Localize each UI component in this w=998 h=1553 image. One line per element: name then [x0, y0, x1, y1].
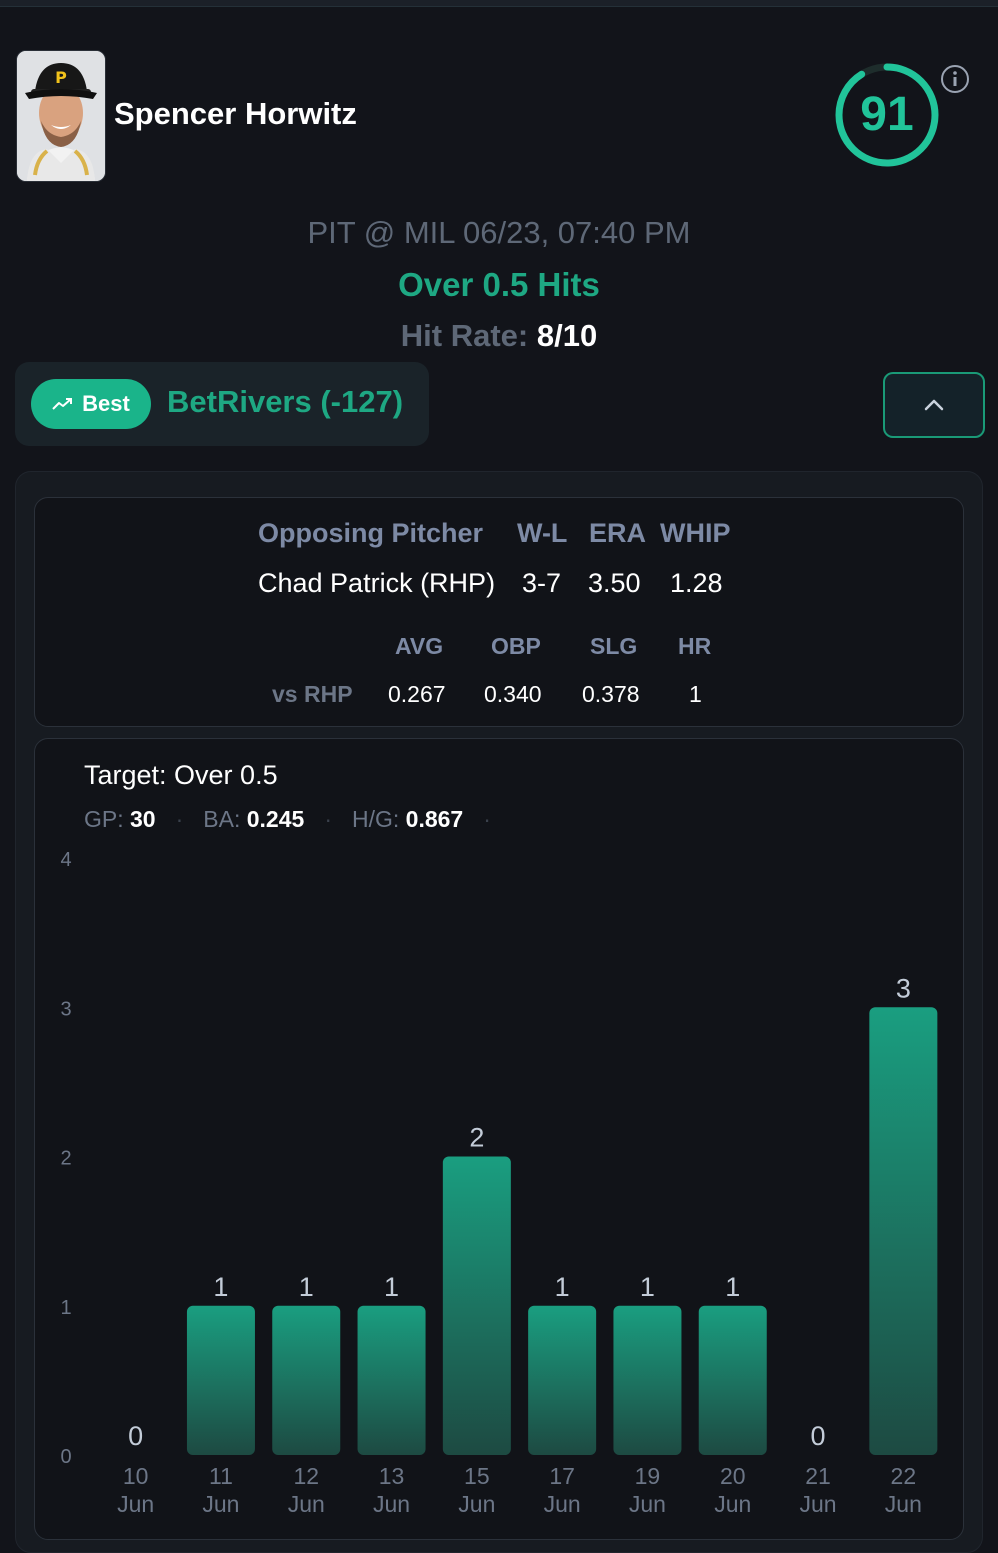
hit-history-card	[34, 738, 964, 1540]
hg-value: 0.867	[405, 806, 464, 832]
hit-rate-value: 8/10	[536, 318, 598, 353]
split-header-obp: OBP	[491, 633, 541, 659]
header-wl: W-L	[517, 518, 568, 548]
collapse-button[interactable]	[883, 372, 985, 438]
info-icon[interactable]	[940, 64, 970, 94]
score-ring	[835, 63, 939, 167]
best-odds-card[interactable]: Best BetRivers (-127)	[15, 362, 429, 446]
pitcher-wl: 3-7	[522, 568, 562, 598]
separator-dot: ·	[324, 806, 332, 832]
trending-up-icon	[52, 398, 73, 410]
split-slg: 0.378	[582, 681, 640, 707]
split-avg: 0.267	[388, 681, 446, 707]
chevron-up-icon	[924, 399, 944, 411]
prop-line: Over 0.5 Hits	[398, 266, 600, 303]
split-label: vs RHP	[272, 681, 353, 707]
pitcher-name: Chad Patrick (RHP)	[258, 568, 496, 598]
player-headshot-icon: P	[17, 51, 105, 181]
player-avatar: P	[16, 50, 106, 182]
split-hr: 1	[689, 681, 702, 707]
score-ring-progress	[835, 63, 939, 167]
split-header-slg: SLG	[590, 633, 638, 659]
ba-label: BA:	[203, 806, 241, 832]
split-obp: 0.340	[484, 681, 542, 707]
ba-value: 0.245	[246, 806, 305, 832]
opposing-pitcher-card	[34, 497, 964, 727]
best-book-odds: BetRivers (-127)	[167, 384, 404, 419]
pitcher-era: 3.50	[588, 568, 641, 598]
header-opposing-pitcher: Opposing Pitcher	[258, 518, 484, 548]
header-whip: WHIP	[660, 518, 731, 548]
player-name: Spencer Horwitz	[114, 96, 357, 131]
top-divider	[0, 0, 998, 7]
hg-label: H/G:	[351, 806, 400, 832]
game-matchup: PIT @ MIL 06/23, 07:40 PM	[307, 215, 691, 250]
best-badge: Best	[31, 379, 151, 429]
target-line: Target: Over 0.5	[84, 760, 278, 790]
confidence-score: 91	[832, 60, 942, 170]
pitcher-whip: 1.28	[670, 568, 723, 598]
separator-dot: ·	[483, 806, 491, 832]
best-badge-label: Best	[82, 391, 130, 416]
header-era: ERA	[589, 518, 647, 548]
hit-rate-label: Hit Rate:	[400, 318, 529, 353]
split-header-hr: HR	[678, 633, 712, 659]
hit-rate: Hit Rate: 8/10	[0, 318, 998, 354]
gp-label: GP:	[84, 806, 124, 832]
score-value: 91	[860, 88, 914, 141]
split-header-avg: AVG	[395, 633, 444, 659]
separator-dot: ·	[175, 806, 184, 832]
gp-value: 30	[130, 806, 156, 832]
stats-summary: GP: 30 · BA: 0.245 · H/G: 0.867 ·	[84, 806, 511, 833]
svg-text:P: P	[55, 68, 67, 87]
